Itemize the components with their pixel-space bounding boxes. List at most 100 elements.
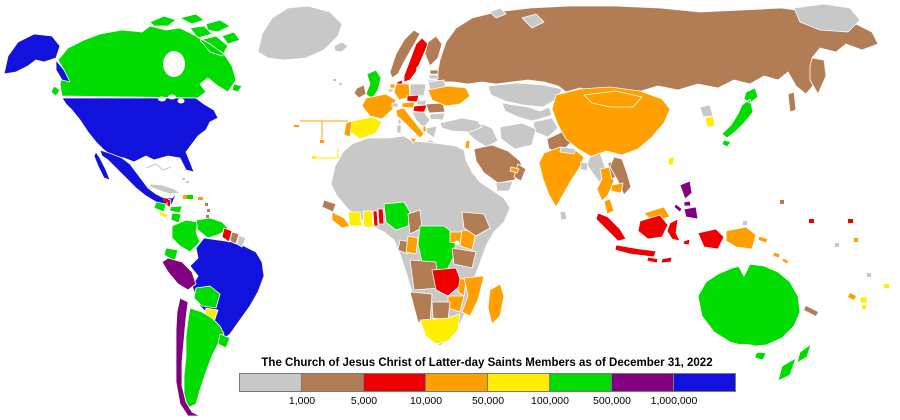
country-french-guiana xyxy=(236,234,247,248)
legend-tick-label: 100,000 xyxy=(531,395,569,407)
canary-dot xyxy=(312,156,316,159)
country-nauru xyxy=(835,243,839,247)
country-guatemala xyxy=(153,201,167,213)
baltic-sea xyxy=(416,66,424,82)
legend-swatch-500k-1m xyxy=(611,373,674,392)
legend-swatch-1k-5k xyxy=(301,373,364,392)
canary-callout-line xyxy=(316,148,339,159)
country-philippines xyxy=(673,180,699,220)
caspian-sea xyxy=(488,102,500,126)
country-colombia xyxy=(171,219,201,253)
country-new-zealand xyxy=(777,343,812,382)
legend-tick-label: 5,000 xyxy=(350,395,378,407)
country-bulgaria xyxy=(429,112,446,121)
country-papua-new-guinea xyxy=(725,226,769,250)
country-azores xyxy=(294,125,299,127)
great-lake-3 xyxy=(177,98,185,104)
country-uruguay xyxy=(217,333,231,349)
country-kamchatka xyxy=(809,57,827,95)
country-yemen xyxy=(495,180,514,192)
country-north-korea xyxy=(699,104,714,118)
country-france xyxy=(361,93,397,120)
country-nigeria xyxy=(383,201,411,231)
country-balkans xyxy=(411,111,431,129)
country-haiti xyxy=(183,195,187,199)
country-honduras xyxy=(169,205,183,214)
country-sweden xyxy=(403,37,429,83)
country-tonga xyxy=(862,305,866,309)
country-cambodia xyxy=(610,182,624,194)
country-solomon-islands xyxy=(772,251,790,265)
country-ivory-coast xyxy=(347,211,363,227)
country-vietnam xyxy=(609,156,632,196)
country-usa xyxy=(61,97,219,173)
country-el-salvador xyxy=(158,211,169,219)
country-germany xyxy=(393,83,411,101)
country-guam xyxy=(780,200,784,204)
country-china xyxy=(551,86,671,158)
country-benin xyxy=(377,208,385,225)
country-romania xyxy=(425,102,446,114)
country-tuvalu xyxy=(854,238,858,242)
country-south-korea xyxy=(704,115,716,128)
country-afghanistan xyxy=(532,117,559,138)
small-islands xyxy=(163,79,889,316)
country-albania xyxy=(422,125,427,133)
country-finland xyxy=(424,35,443,67)
country-corsica xyxy=(397,118,402,125)
country-atlantic-islands-1 xyxy=(333,79,336,81)
country-japan xyxy=(721,87,759,148)
country-netherlands xyxy=(389,83,396,89)
country-mexico xyxy=(93,149,177,207)
country-bahamas-2 xyxy=(186,181,189,183)
country-samoa xyxy=(884,284,889,288)
country-sierra-leone-liberia xyxy=(331,211,351,229)
great-lake-2 xyxy=(168,94,176,100)
country-portugal xyxy=(343,120,353,138)
country-atlantic-islands-2 xyxy=(339,83,342,85)
country-uae xyxy=(509,166,520,174)
country-vanuatu xyxy=(848,293,856,300)
country-guyana xyxy=(221,227,233,243)
country-israel xyxy=(464,139,471,150)
black-sea xyxy=(446,109,468,119)
gulf-of-carpentaria xyxy=(737,263,751,277)
country-lesser-antilles-2 xyxy=(207,209,210,212)
country-iceland xyxy=(333,41,349,53)
country-ireland xyxy=(353,84,367,99)
country-ghana xyxy=(362,210,374,228)
country-austria xyxy=(401,101,416,109)
country-alaska xyxy=(3,33,71,83)
legend-tick-label: 500,000 xyxy=(593,395,631,407)
great-lake-1 xyxy=(158,96,166,102)
lake-victoria xyxy=(454,240,460,246)
country-bangladesh xyxy=(579,161,589,172)
country-india xyxy=(538,146,585,208)
country-mongolia xyxy=(583,90,643,108)
country-fiji xyxy=(860,297,867,303)
country-bahamas xyxy=(182,178,185,180)
country-madagascar xyxy=(487,283,505,325)
country-sri-lanka xyxy=(559,210,568,221)
country-argentina xyxy=(183,307,225,409)
country-ethiopia xyxy=(461,211,491,237)
country-nepal xyxy=(559,146,577,155)
legend-title: The Church of Jesus Christ of Latter-day… xyxy=(261,357,713,369)
country-iran xyxy=(499,122,537,150)
country-chile xyxy=(175,297,201,417)
country-ukraine xyxy=(427,85,471,107)
legend-swatch-50k-100k xyxy=(487,373,550,392)
country-indonesia xyxy=(595,212,725,264)
country-puerto-rico xyxy=(198,197,203,200)
callout-lines xyxy=(145,120,348,171)
legend-swatch-100k-500k xyxy=(549,373,612,392)
country-kiribati xyxy=(848,219,853,223)
country-estonia xyxy=(429,69,439,75)
country-spain xyxy=(348,116,383,140)
legend-swatch-lt1k xyxy=(239,373,302,392)
continents xyxy=(3,3,879,417)
legend-swatch-5k-10k xyxy=(363,373,426,392)
country-dominican-republic xyxy=(187,195,193,199)
country-taiwan xyxy=(667,155,675,167)
